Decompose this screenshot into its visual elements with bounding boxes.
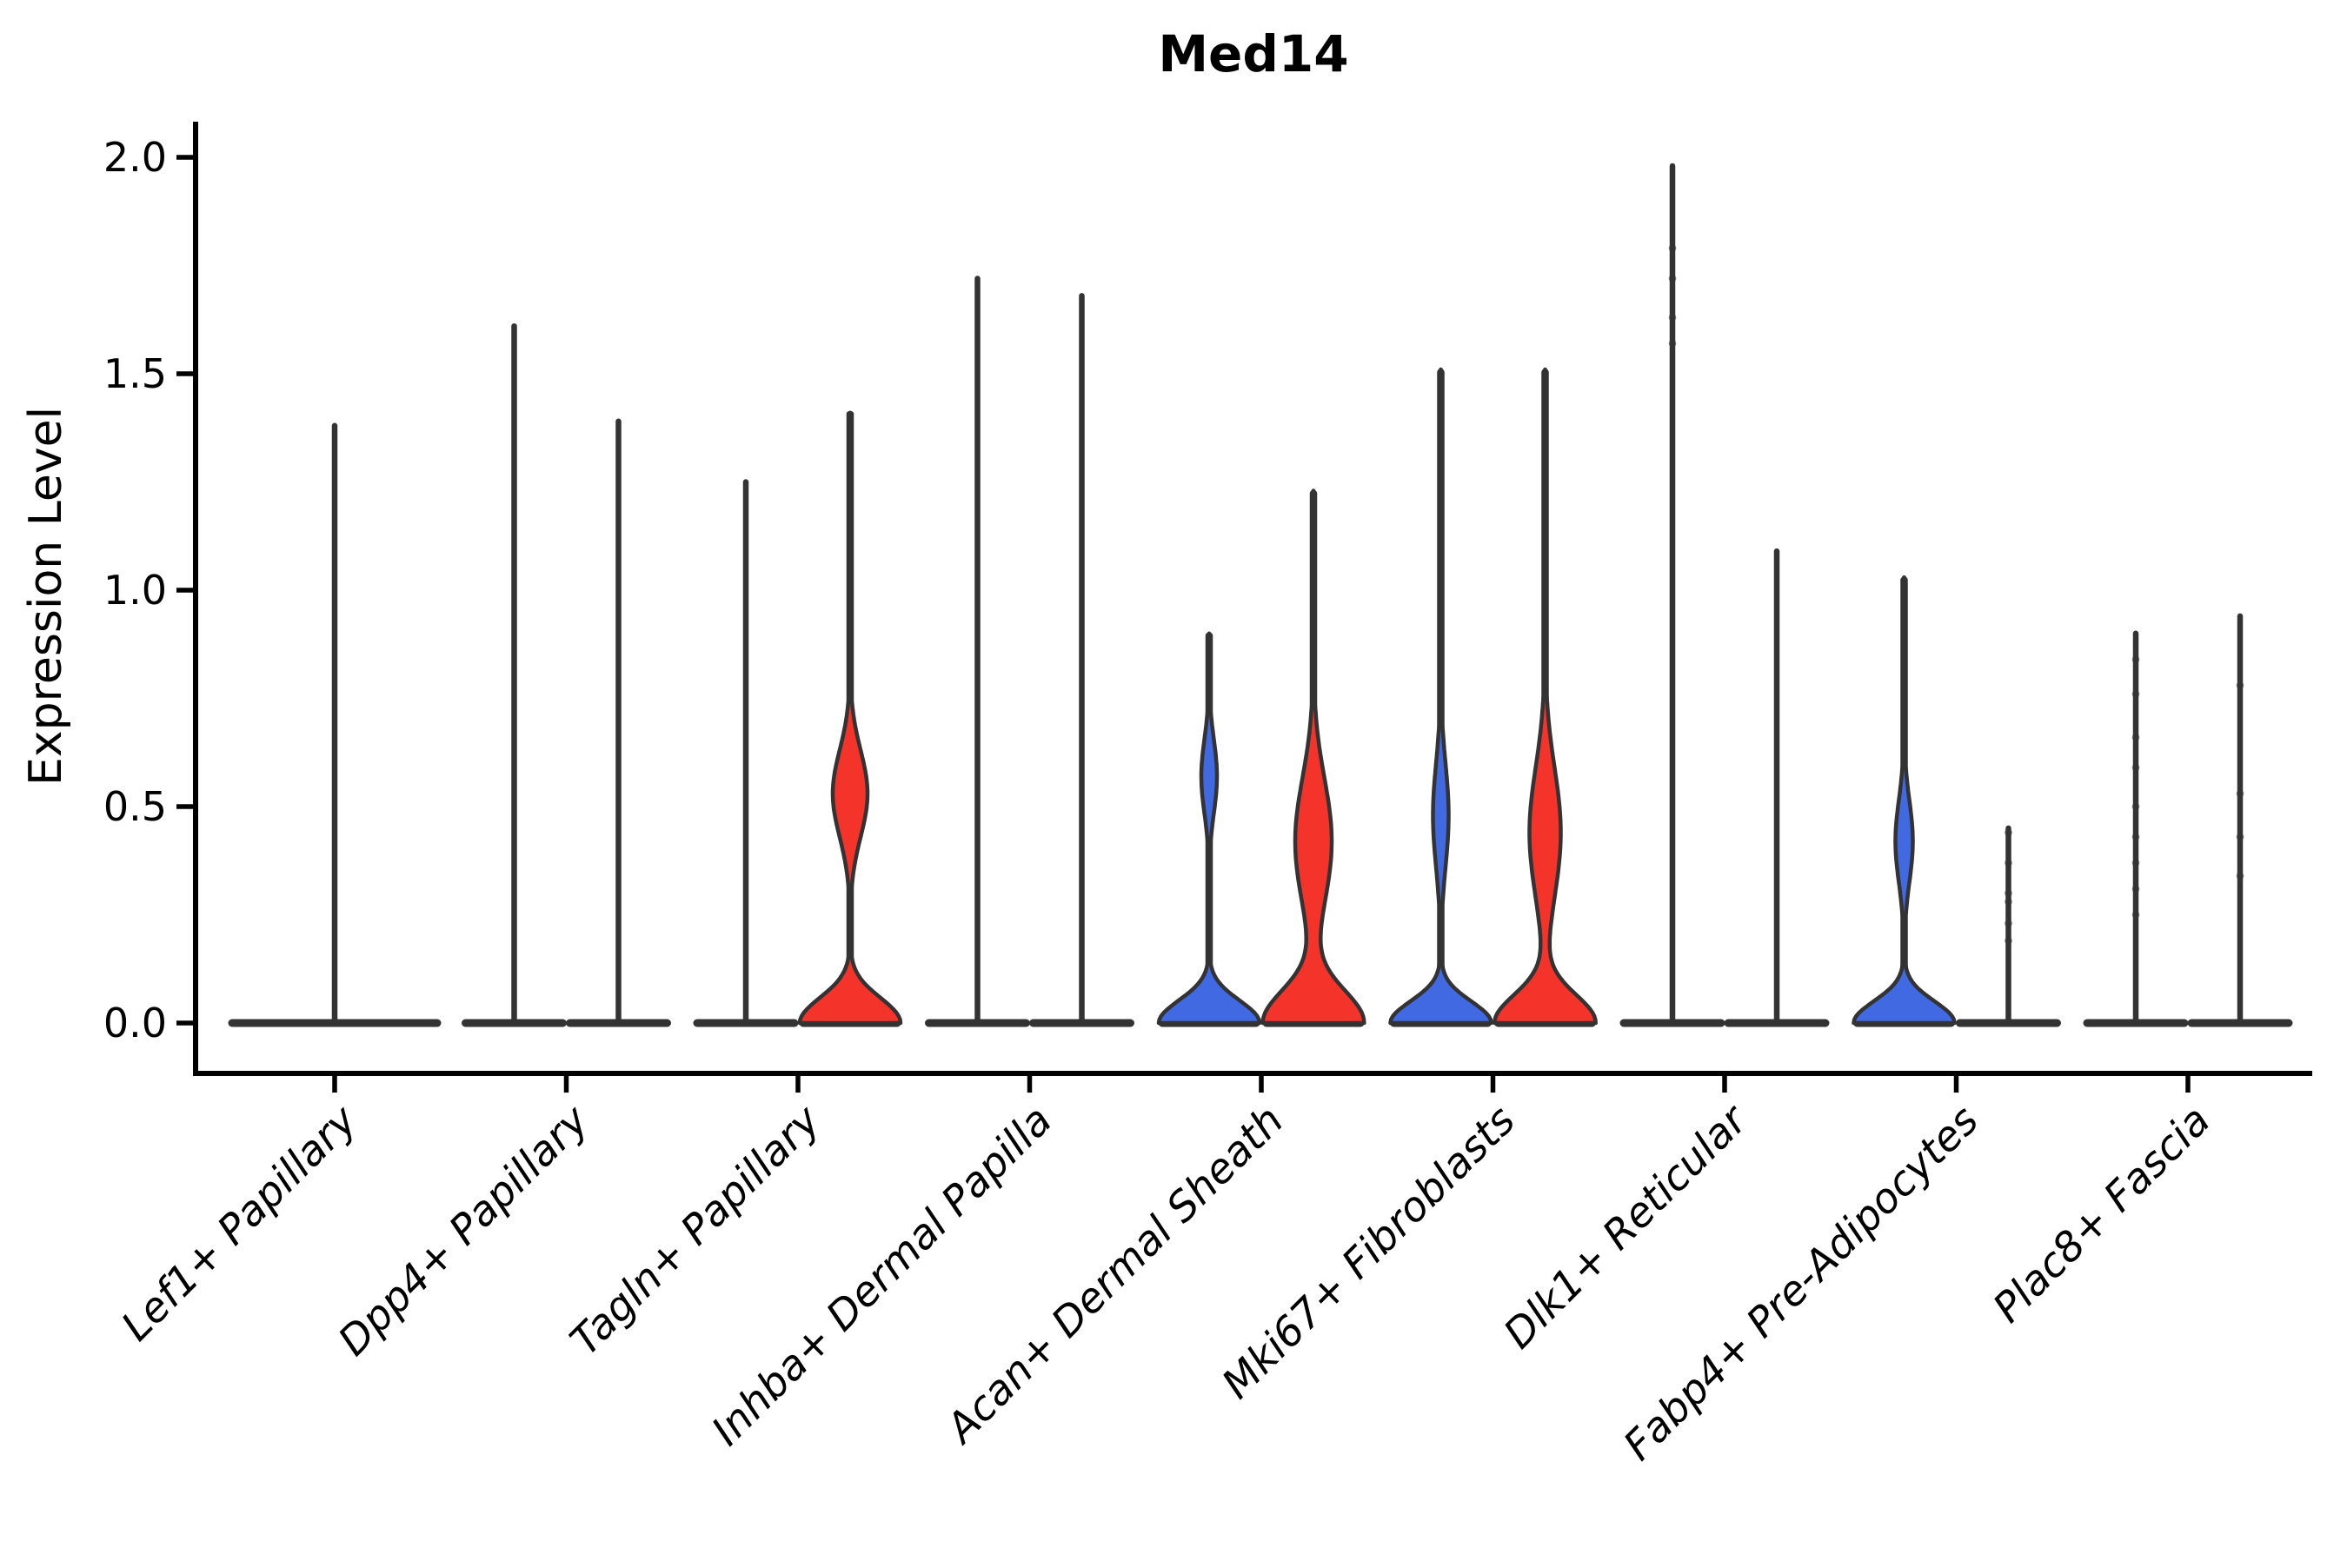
jitter-dot [2005,898,2012,906]
chart-title: Med14 [1158,24,1348,83]
jitter-dot [2236,789,2244,798]
jitter-dot [1668,275,1677,282]
jitter-dot [1668,339,1677,348]
violin-category-7 [1619,163,1830,1027]
jitter-dot [2236,833,2244,841]
jitter-dot [2005,889,2012,897]
jitter-dot [2131,734,2140,741]
y-tick-label: 1.5 [103,350,167,397]
y-tick-label: 1.0 [103,567,167,614]
jitter-dot [2131,859,2140,867]
y-tick-label: 2.0 [103,134,167,181]
jitter-dot [2236,872,2244,880]
violin-category-6 [1388,367,1598,1027]
violin-category-8 [1852,575,2061,1027]
violin-category-1 [228,422,442,1027]
jitter-dot [2131,833,2140,841]
x-tick-label: Tagln+ Papillary [562,1096,831,1365]
jitter-dot [2236,681,2244,689]
jitter-dot [2131,911,2140,919]
jitter-dot [2131,763,2140,772]
x-tick-label: Plac8+ Fascia [1984,1097,2219,1332]
jitter-dot [2131,690,2140,698]
y-tick-label: 0.0 [103,1000,167,1046]
x-tick-label: Dpp4+ Papillary [329,1096,599,1365]
jitter-dot [2131,802,2140,811]
violin-category-2 [462,322,671,1027]
jitter-dot [2005,920,2012,927]
jitter-dot [2005,859,2012,867]
y-tick-label: 0.5 [103,783,167,830]
jitter-dot [1668,313,1677,322]
jitter-dot [2131,885,2140,893]
violin-category-3 [693,410,903,1027]
violin-body-blue [1852,575,1957,1026]
violins-layer [228,163,2293,1027]
x-tick-label: Dlk1+ Reticular [1495,1095,1759,1359]
violin-body-blue [1156,631,1262,1026]
violin-category-4 [925,276,1134,1027]
jitter-dot [2131,655,2140,663]
jitter-dot [2005,828,2012,837]
jitter-dot [2005,937,2012,945]
violin-body-red [797,410,903,1026]
violin-body-red [1493,367,1598,1026]
y-axis-label: Expression Level [20,407,72,786]
jitter-dot [1668,244,1677,252]
violin-category-9 [2083,613,2293,1027]
x-tick-label: Lef1+ Papillary [112,1096,367,1351]
violin-body-red [1260,488,1366,1026]
violin-body-blue [1388,367,1493,1026]
violin-category-5 [1156,488,1366,1027]
